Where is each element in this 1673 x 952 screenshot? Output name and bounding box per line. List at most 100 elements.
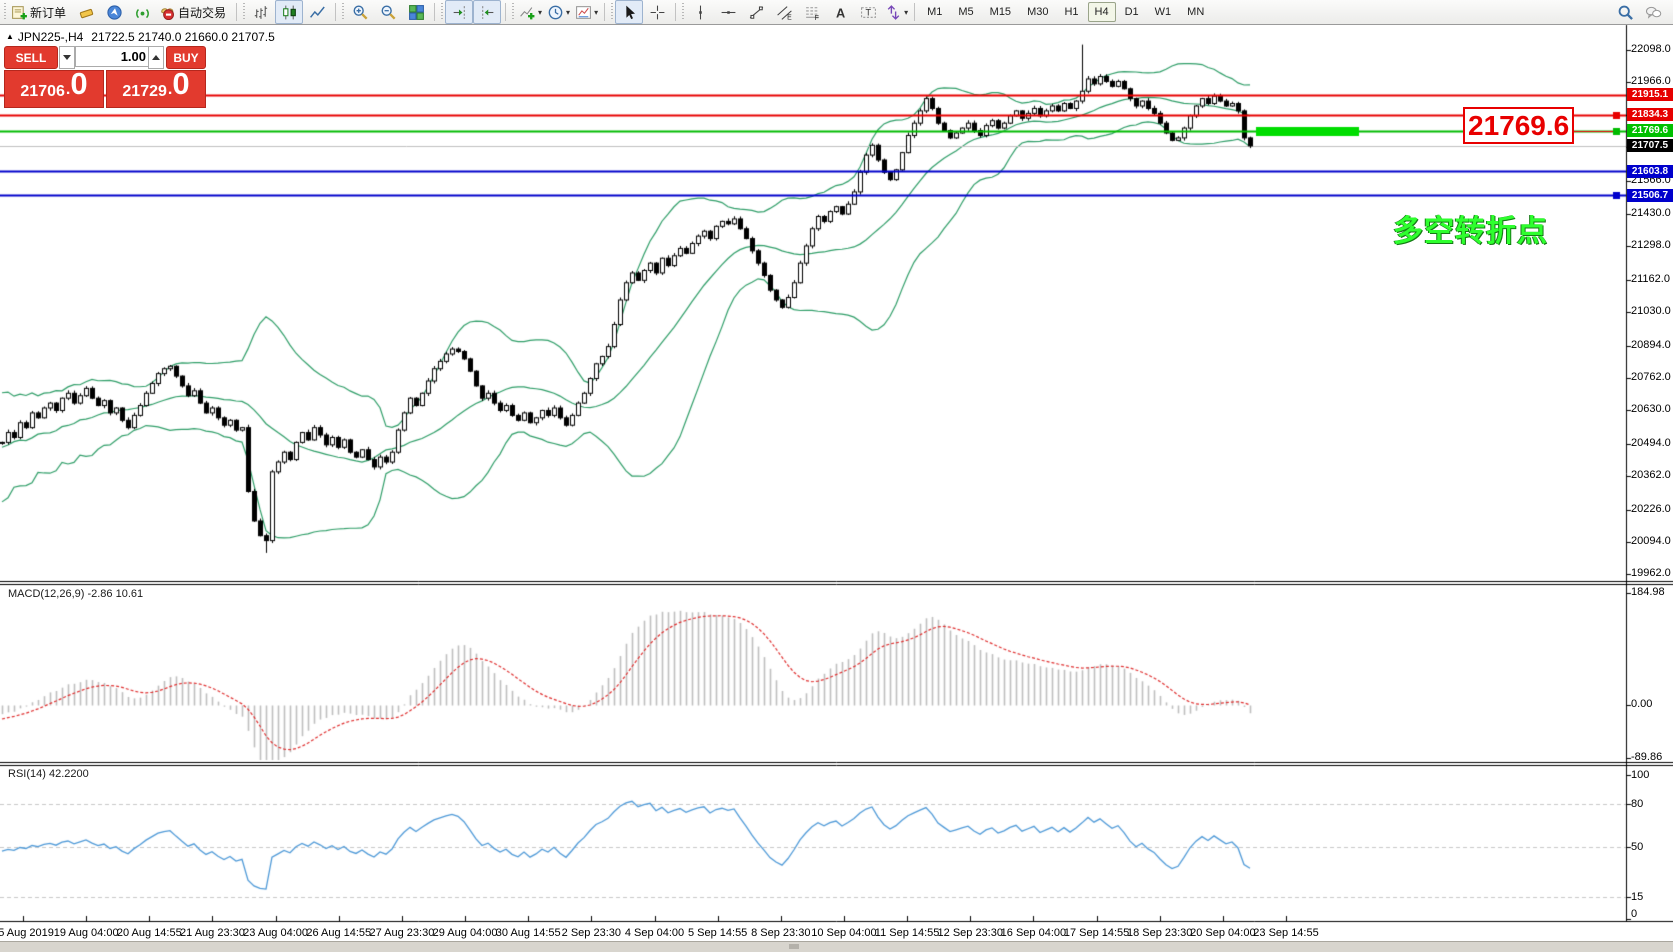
rsi-tick-label: 0 <box>1631 908 1638 920</box>
status-bar <box>0 941 1673 952</box>
timeframe-m5-button[interactable]: M5 <box>958 6 974 18</box>
timeframe-d1-button[interactable]: D1 <box>1124 6 1139 18</box>
messenger-icon <box>105 3 123 21</box>
line-chart-mode-button[interactable] <box>303 0 331 24</box>
periods-icon <box>546 3 564 21</box>
timeframe-h4-button[interactable]: H4 <box>1087 2 1116 22</box>
symbol-period-label: JPN225-,H4 <box>17 30 84 44</box>
text-label-button[interactable]: T <box>854 0 882 24</box>
dropdown-caret-icon[interactable]: ▾ <box>566 7 571 17</box>
toolbar-grip <box>342 3 345 21</box>
dropdown-caret-icon[interactable]: ▾ <box>538 7 543 17</box>
zoom-out-button[interactable] <box>374 0 402 24</box>
turning-point-annotation: 多空转折点 <box>1393 215 1548 248</box>
periods-button[interactable]: ▾ <box>544 0 572 24</box>
timeframe-h1-button[interactable]: H1 <box>1064 6 1079 18</box>
date-tick-label: 23 Aug 04:00 <box>243 927 309 939</box>
new-order-label: 新订单 <box>30 5 67 20</box>
channel-icon: E <box>775 3 793 21</box>
trendline-icon <box>747 3 765 21</box>
bar-chart-mode-button[interactable] <box>247 0 275 24</box>
equidistant-channel-button[interactable]: E <box>770 0 798 24</box>
date-tick-label: 19 Aug 04:00 <box>53 927 119 939</box>
toolbar-separator <box>335 3 337 21</box>
price-tick-label: 20094.0 <box>1631 535 1671 548</box>
eraser-button[interactable] <box>72 0 100 24</box>
svg-text:F: F <box>814 14 818 20</box>
triangle-up-icon <box>152 55 160 60</box>
signal-button[interactable] <box>128 0 156 24</box>
crosshair-button[interactable] <box>643 0 671 24</box>
timeframe-switcher: M1 M5 M15 M30 H1 H4 D1 W1 MN <box>919 2 1212 22</box>
macd-tick-label: 0.00 <box>1631 698 1653 710</box>
text-button[interactable]: A <box>826 0 854 24</box>
timeframe-mn-button[interactable]: MN <box>1187 6 1205 18</box>
candlestick-mode-button[interactable] <box>275 0 304 24</box>
zoom-in-button[interactable] <box>346 0 374 24</box>
sell-price-int: 21706 <box>20 83 65 100</box>
timeframe-w1-button[interactable]: W1 <box>1154 6 1172 18</box>
community-button[interactable] <box>1639 0 1667 24</box>
toolbar-grip <box>441 3 444 21</box>
toolbar-separator <box>914 3 916 21</box>
auto-trading-button[interactable]: 自动交易 <box>156 0 232 24</box>
toolbar-separator <box>604 3 606 21</box>
text-icon: A <box>831 3 849 21</box>
messenger-button[interactable] <box>100 0 128 24</box>
toolbar-separator <box>505 3 507 21</box>
date-tick-label: 17 Sep 14:55 <box>1063 927 1130 939</box>
cursor-button[interactable] <box>615 0 644 24</box>
dropdown-caret-icon[interactable]: ▾ <box>904 7 909 17</box>
buy-button[interactable]: BUY <box>166 46 206 69</box>
volume-decrease-button[interactable] <box>59 46 75 69</box>
svg-text:E: E <box>787 14 792 21</box>
candles-icon <box>280 3 298 21</box>
auto-scroll-button[interactable] <box>473 0 502 24</box>
price-tick-label: 22098.0 <box>1631 43 1671 55</box>
timeframe-m30-button[interactable]: M30 <box>1027 6 1049 18</box>
date-tick-label: 10 Sep 04:00 <box>811 927 877 939</box>
volume-increase-button[interactable] <box>148 46 164 69</box>
price-badge: 21769.6 <box>1627 124 1673 138</box>
sell-price-button[interactable]: 21706.0 <box>4 66 104 108</box>
timeframe-m15-button[interactable]: M15 <box>989 6 1012 18</box>
splitter-handle[interactable] <box>789 944 799 949</box>
date-tick-label: 30 Aug 14:55 <box>495 927 561 939</box>
toolbar-grip <box>4 3 6 21</box>
timeframe-m1-button[interactable]: M1 <box>927 6 943 18</box>
volume-input[interactable] <box>75 46 151 67</box>
indicators-list-button[interactable]: ▾ <box>516 0 544 24</box>
price-tick-label: 20894.0 <box>1631 338 1671 351</box>
horizontal-line-button[interactable] <box>714 0 742 24</box>
indicators-icon <box>518 3 536 21</box>
collapse-icon[interactable]: ▲ <box>6 32 14 41</box>
shapes-button[interactable]: ▾ <box>882 0 910 24</box>
sell-button[interactable]: SELL <box>4 46 58 69</box>
dropdown-caret-icon[interactable]: ▾ <box>594 7 599 17</box>
new-order-button[interactable]: 新订单 <box>8 0 72 24</box>
price-callout-label[interactable]: 21769.6 <box>1463 107 1575 144</box>
templates-button[interactable]: ▾ <box>572 0 600 24</box>
toolbar-separator <box>675 3 677 21</box>
line-chart-icon <box>308 3 326 21</box>
autoscroll-icon <box>478 3 496 21</box>
price-tick-label: 20226.0 <box>1631 502 1671 515</box>
price-tick-label: 21162.0 <box>1631 272 1670 285</box>
buy-price-button[interactable]: 21729.0 <box>106 68 206 108</box>
date-tick-label: 16 Sep 04:00 <box>1000 927 1067 939</box>
vertical-line-button[interactable] <box>686 0 714 24</box>
macd-tick-label: -89.86 <box>1631 751 1663 763</box>
toolbar-grip <box>243 3 246 21</box>
chart-shift-button[interactable] <box>445 0 474 24</box>
date-tick-label: 27 Aug 23:30 <box>369 927 435 939</box>
price-badge: 21834.3 <box>1627 108 1673 122</box>
sell-price-frac: .0 <box>65 66 88 101</box>
tile-windows-button[interactable] <box>402 0 430 24</box>
chart-title-overlay: ▲ JPN225-,H4 21722.5 21740.0 21660.0 21707… <box>6 30 275 44</box>
trendline-button[interactable] <box>742 0 770 24</box>
search-button[interactable] <box>1611 0 1639 24</box>
fibonacci-button[interactable]: F <box>798 0 826 24</box>
toolbar-grip <box>682 3 685 21</box>
zoom-in-icon <box>351 3 369 21</box>
